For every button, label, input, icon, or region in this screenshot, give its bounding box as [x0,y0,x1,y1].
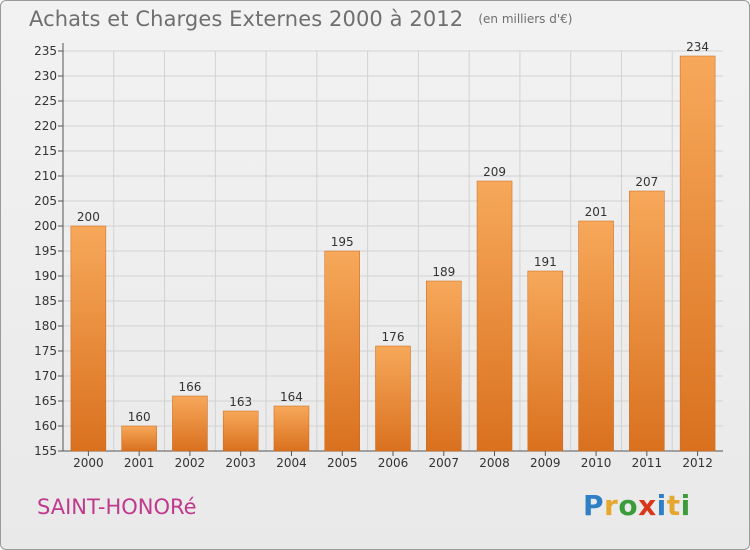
data-label-2008: 209 [483,165,506,179]
x-tick-label-2008: 2008 [479,456,510,470]
x-tick-label-2007: 2007 [428,456,459,470]
bar-2007 [426,280,462,452]
data-label-2007: 189 [432,265,455,279]
x-tick-label-2012: 2012 [682,456,713,470]
y-tick-label: 180 [34,319,57,333]
logo-letter: r [604,489,619,522]
bar-2000 [70,225,107,452]
chart-subtitle: (en milliers d'€) [478,12,573,26]
x-tick-label-2010: 2010 [581,456,612,470]
x-tick-label-2003: 2003 [225,456,256,470]
data-label-2012: 234 [686,40,709,54]
x-tick-label-2011: 2011 [632,456,663,470]
y-tick-label: 195 [34,244,57,258]
y-tick-label: 220 [34,119,57,133]
y-tick-label: 190 [34,269,57,283]
commune-name: SAINT-HONORé [37,495,197,519]
axes: 155 160 165 170 175 180 185 190 195 200 205 210 215 2… [34,43,723,470]
bar-2010 [578,220,614,452]
data-label-2011: 207 [635,175,658,189]
logo-letter: x [638,489,657,522]
data-label-2001: 160 [128,410,151,424]
proxiti-logo: Proxiti [583,489,691,522]
bar-2009 [527,270,564,452]
y-tick-label: 165 [34,394,57,408]
x-tick-label-2001: 2001 [124,456,155,470]
y-tick-label: 185 [34,294,57,308]
logo-letter: P [583,489,605,522]
logo-letter: i [656,489,667,522]
y-tick-label: 210 [34,169,57,183]
y-tick-label: 155 [34,444,57,458]
bar-2002 [172,395,208,452]
data-label-2003: 163 [229,395,252,409]
logo-letter: t [666,489,681,522]
x-tick-label-2005: 2005 [327,456,358,470]
x-tick-label-2004: 2004 [276,456,307,470]
bar-2011 [629,190,665,452]
bars [70,55,716,452]
logo-letter: o [618,489,639,522]
data-label-2002: 166 [178,380,201,394]
x-tick-label-2009: 2009 [530,456,561,470]
data-label-2010: 201 [585,205,608,219]
x-tick-label-2000: 2000 [73,456,104,470]
y-tick-label: 200 [34,219,57,233]
data-label-2004: 164 [280,390,303,404]
y-tick-label: 205 [34,194,57,208]
y-tick-label: 175 [34,344,57,358]
bar-2006 [375,345,411,452]
bar-2012 [679,55,716,452]
y-tick-label: 230 [34,69,57,83]
y-tick-label: 225 [34,94,57,108]
x-tick-label-2002: 2002 [175,456,206,470]
logo-letter: i [680,489,691,522]
x-tick-label-2006: 2006 [378,456,409,470]
data-label-2005: 195 [331,235,354,249]
bar-2003 [222,410,259,452]
bar-2005 [324,250,360,452]
data-label-2009: 191 [534,255,557,269]
bar-2004 [273,405,310,452]
data-labels: 200 160 166 163 164 195 176 189 209 191 201 207 234 [77,40,709,424]
y-tick-label: 160 [34,419,57,433]
y-tick-label: 235 [34,44,57,58]
y-tick-label: 170 [34,369,57,383]
data-label-2000: 200 [77,210,100,224]
y-tick-label: 215 [34,144,57,158]
data-label-2006: 176 [382,330,405,344]
chart-title: Achats et Charges Externes 2000 à 2012 [29,7,464,31]
chart-title-row: Achats et Charges Externes 2000 à 2012 (… [29,7,572,31]
bar-2001 [121,425,157,452]
bar-2008 [476,180,513,452]
